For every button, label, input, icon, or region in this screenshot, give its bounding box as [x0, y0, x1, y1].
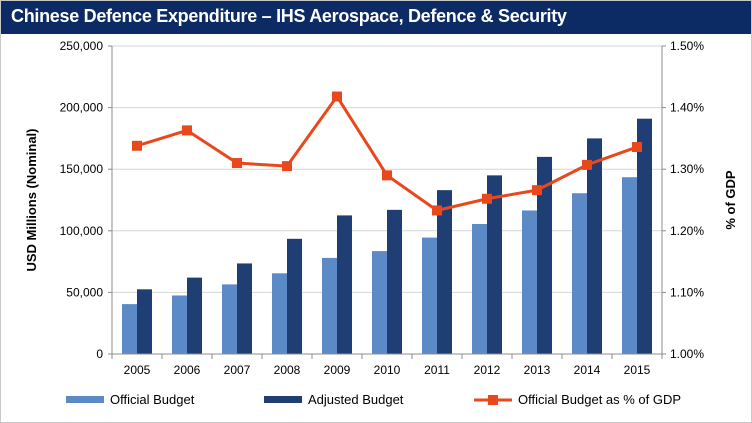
gdp-point: [382, 170, 392, 181]
legend-label-adjusted-budget: Adjusted Budget: [308, 392, 404, 407]
bar-official-budget: [472, 224, 487, 354]
chart-title: Chinese Defence Expenditure – IHS Aerosp…: [11, 6, 567, 26]
bar-official-budget: [122, 304, 137, 354]
x-tick-label: 2010: [374, 363, 401, 377]
gdp-line: [132, 91, 642, 216]
bar-adjusted-budget: [237, 263, 252, 354]
bar-adjusted-budget: [387, 209, 402, 354]
gdp-point: [132, 140, 142, 151]
bar-adjusted-budget: [187, 277, 202, 354]
gdp-point: [182, 125, 192, 136]
x-tick-label: 2008: [274, 363, 301, 377]
bar-adjusted-budget: [287, 238, 302, 354]
gdp-point: [332, 91, 342, 102]
title-bar: Chinese Defence Expenditure – IHS Aerosp…: [1, 1, 751, 34]
y-tick-label: 250,000: [60, 39, 104, 53]
x-tick-label: 2009: [324, 363, 351, 377]
bar-adjusted-budget: [587, 138, 602, 354]
bar-adjusted-budget: [337, 215, 352, 354]
gridlines: [112, 45, 662, 293]
y-tick-label: 100,000: [60, 224, 104, 238]
x-tick-label: 2005: [124, 363, 151, 377]
y-tick-label: 150,000: [60, 162, 104, 176]
y-tick-label: 0: [96, 347, 103, 361]
legend-marker-gdp: [488, 395, 498, 405]
bar-adjusted-budget: [637, 118, 652, 354]
bar-adjusted-budget: [487, 175, 502, 354]
bar-official-budget: [422, 237, 437, 354]
legend-label-gdp: Official Budget as % of GDP: [518, 392, 681, 407]
y-tick-label: 200,000: [60, 101, 104, 115]
x-tick-label: 2007: [224, 363, 251, 377]
y-tick-label: 50,000: [66, 285, 103, 299]
axes: 0 50,000 100,000 150,000 200,000 250,000 1.00%…: [24, 39, 738, 377]
gdp-point: [582, 159, 592, 170]
gdp-point: [432, 205, 442, 216]
y2-tick-label: 1.20%: [670, 224, 704, 238]
y2-axis-label: % of GDP: [723, 170, 738, 230]
bar-official-budget: [572, 193, 587, 354]
gdp-point: [232, 158, 242, 169]
bar-official-budget: [522, 210, 537, 354]
legend-label-official-budget: Official Budget: [110, 392, 195, 407]
bar-official-budget: [622, 177, 637, 354]
y2-tick-label: 1.50%: [670, 39, 704, 53]
x-tick-label: 2015: [624, 363, 651, 377]
gdp-point: [532, 185, 542, 196]
legend: Official Budget Adjusted Budget Official B…: [66, 392, 681, 407]
bar-official-budget: [322, 257, 337, 354]
y2-tick-label: 1.00%: [670, 347, 704, 361]
bar-adjusted-budget: [537, 156, 552, 354]
x-tick-label: 2006: [174, 363, 201, 377]
gdp-series-line: [136, 93, 638, 213]
gdp-point: [482, 193, 492, 204]
bars: [122, 118, 652, 354]
y2-tick-label: 1.40%: [670, 101, 704, 115]
y-axis-label: USD Millions (Nominal): [24, 129, 39, 272]
legend-swatch-adjusted-budget: [264, 396, 302, 403]
bar-official-budget: [172, 295, 187, 354]
x-tick-label: 2014: [574, 363, 601, 377]
x-tick-label: 2013: [524, 363, 551, 377]
bar-official-budget: [372, 251, 387, 354]
legend-swatch-official-budget: [66, 396, 104, 403]
bar-adjusted-budget: [137, 289, 152, 354]
gdp-point: [632, 142, 642, 153]
x-tick-label: 2012: [474, 363, 501, 377]
x-tick-label: 2011: [424, 363, 450, 377]
y2-tick-label: 1.10%: [670, 285, 704, 299]
y2-tick-label: 1.30%: [670, 162, 704, 176]
bar-official-budget: [222, 284, 237, 354]
gdp-point: [282, 161, 292, 172]
bar-adjusted-budget: [437, 190, 452, 354]
bar-official-budget: [272, 273, 287, 354]
